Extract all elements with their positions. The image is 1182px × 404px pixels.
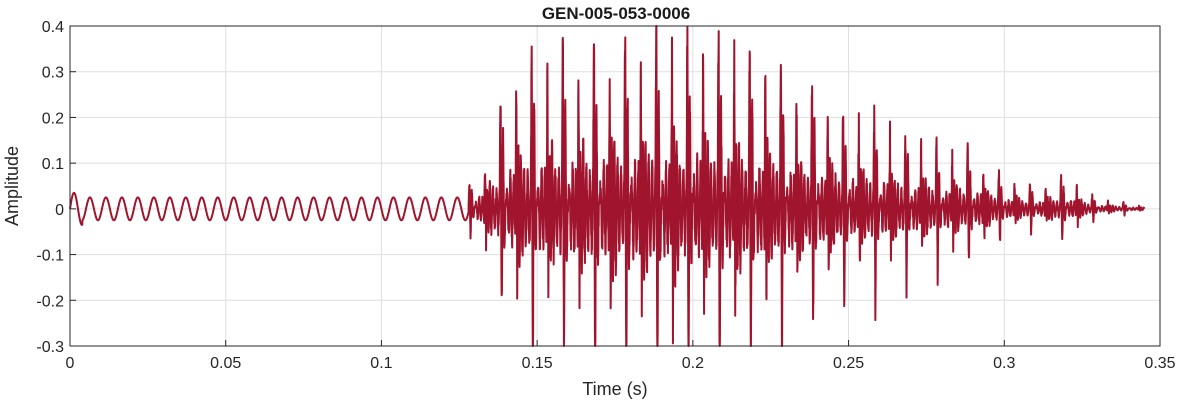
y-tick-label: -0.2: [36, 293, 64, 310]
x-tick-label: 0.05: [210, 355, 241, 372]
y-tick-label: 0.4: [42, 19, 64, 36]
y-tick-labels: -0.3 -0.2 -0.1 0 0.1 0.2 0.3 0.4: [36, 19, 64, 356]
plot-frame: [69, 25, 1161, 347]
chart-title: GEN-005-053-0006: [542, 4, 690, 23]
y-axis-label: Amplitude: [2, 146, 22, 226]
y-tick-label: -0.1: [36, 248, 64, 265]
x-tick-label: 0.15: [522, 355, 553, 372]
x-axis-label: Time (s): [582, 379, 647, 399]
x-tick-label: 0.1: [370, 355, 392, 372]
y-tick-label: 0.1: [42, 156, 64, 173]
y-tick-label: 0.3: [42, 65, 64, 82]
x-tick-label: 0.35: [1144, 355, 1175, 372]
series-line: [69, 25, 1146, 347]
y-tick-label: 0.2: [42, 110, 64, 127]
y-tick-label: 0: [55, 202, 64, 219]
x-tick-labels: 0 0.05 0.1 0.15 0.2 0.25 0.3 0.35: [66, 355, 1176, 372]
x-tick-label: 0.2: [682, 355, 704, 372]
x-tick-label: 0: [66, 355, 75, 372]
x-tick-label: 0.25: [833, 355, 864, 372]
series-layer: [69, 25, 1146, 347]
y-tick-label: -0.3: [36, 339, 64, 356]
x-tick-label: 0.3: [993, 355, 1015, 372]
